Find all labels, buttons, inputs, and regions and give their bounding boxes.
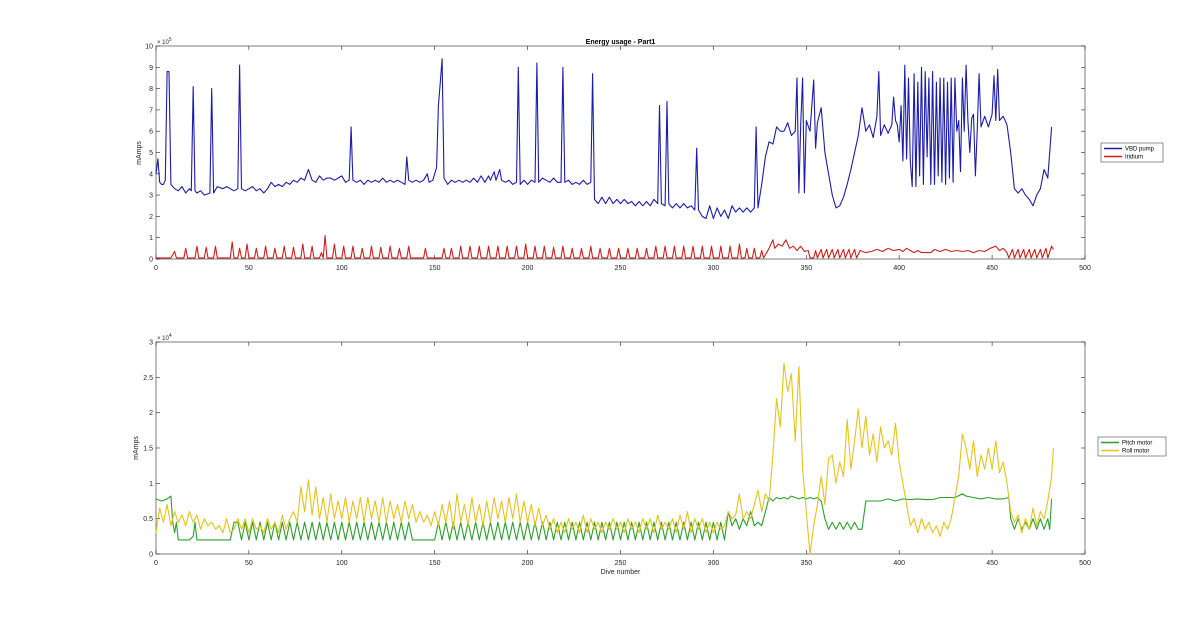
y-tick-label: 8 [149,86,153,93]
y-tick-label: 2 [149,410,153,417]
x-tick-label: 500 [1079,265,1091,272]
y-tick-label: 2.5 [143,375,153,382]
x-tick-label: 500 [1079,560,1091,567]
y-tick-label: 1 [149,481,153,488]
y-tick-label: 5 [149,150,153,157]
y-tick-label: 1 [149,235,153,242]
x-tick-label: 400 [893,265,905,272]
bottom-y-axis-label: mAmps [133,436,140,460]
y-tick-label: 10 [145,44,153,51]
bottom-x-axis-label: Dive number [601,569,641,576]
y-tick-label: 3 [149,340,153,347]
x-tick-label: 150 [429,560,441,567]
x-tick-label: 50 [245,265,253,272]
top-axes: Energy usage - Part1 × 105 mAmps 0 50 100 1… [136,37,1164,272]
x-tick-label: 0 [154,265,158,272]
legend-entry-label: VBD pump [1125,147,1155,153]
legend-box [1100,142,1164,163]
x-tick-label: 50 [245,560,253,567]
y-tick-label: 0 [149,257,153,264]
x-tick-label: 350 [800,265,812,272]
y-tick-label: 0 [149,552,153,559]
series-line-iridium [156,235,1054,259]
series-line-vbd-pump [155,58,1053,220]
x-tick-label: 350 [800,560,812,567]
y-tick-label: 7 [149,107,153,114]
y-tick-label: 0.5 [143,516,153,523]
y-tick-label: 4 [149,171,153,178]
y-tick-label: 2 [149,214,153,221]
y-tick-label: 3 [149,193,153,200]
bottom-y-exponent: × 104 [157,333,172,342]
x-tick-label: 150 [429,265,441,272]
y-tick-label: 6 [149,129,153,136]
legend-entry-label: Iridium [1125,155,1143,161]
x-tick-label: 250 [615,560,627,567]
legend-entry-label: Roll motor [1122,449,1149,455]
legend-entry-label: Pitch motor [1122,441,1152,447]
x-tick-label: 300 [708,265,720,272]
x-tick-label: 0 [154,560,158,567]
series-line-roll-motor [155,362,1054,555]
x-tick-label: 450 [986,560,998,567]
x-tick-label: 200 [522,265,534,272]
x-tick-label: 100 [336,560,348,567]
legend-box [1097,436,1167,457]
x-tick-label: 100 [336,265,348,272]
plot-area [155,341,1086,555]
x-tick-label: 200 [522,560,534,567]
x-tick-label: 450 [986,265,998,272]
x-tick-label: 250 [615,265,627,272]
y-tick-label: 1.5 [143,446,153,453]
top-y-axis-label: mAmps [136,141,143,165]
bottom-axes: × 104 mAmps Dive number 0 50 100 150 200 250 3… [133,333,1167,576]
series-line-pitch-motor [155,493,1053,541]
x-tick-label: 300 [708,560,720,567]
top-chart-title: Energy usage - Part1 [586,39,656,46]
y-tick-label: 9 [149,65,153,72]
top-y-exponent: × 105 [157,37,172,46]
x-tick-label: 400 [893,560,905,567]
